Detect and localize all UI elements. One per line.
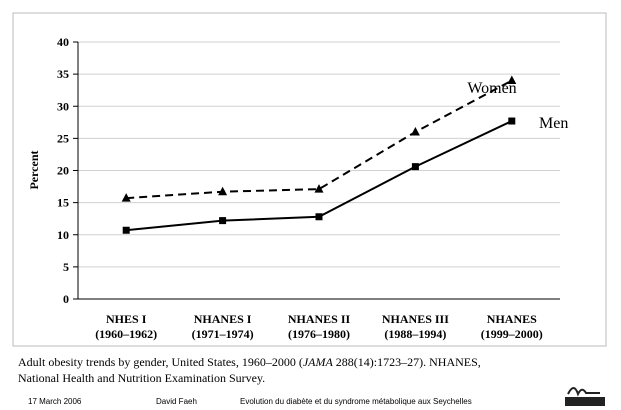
- x-tick-label: NHES I: [106, 312, 147, 326]
- marker: [410, 126, 420, 136]
- y-tick-label: 5: [63, 260, 69, 274]
- y-axis-title: Percent: [27, 150, 41, 189]
- y-tick-label: 10: [57, 228, 69, 242]
- footer-title: Evolution du diabète et du syndrome méta…: [240, 397, 472, 406]
- x-tick-label: (1976–1980): [288, 327, 350, 341]
- x-tick-label: NHANES III: [382, 312, 449, 326]
- marker: [315, 213, 323, 221]
- caption: National Health and Nutrition Examinatio…: [18, 371, 265, 385]
- marker: [122, 226, 130, 234]
- x-tick-label: NHANES: [487, 312, 537, 326]
- marker: [219, 217, 227, 225]
- y-tick-label: 40: [57, 35, 69, 49]
- x-tick-label: (1988–1994): [384, 327, 446, 341]
- logo: [565, 387, 605, 406]
- caption: Adult obesity trends by gender, United S…: [18, 355, 481, 369]
- y-tick-label: 35: [57, 67, 69, 81]
- y-tick-label: 25: [57, 131, 69, 145]
- x-tick-label: NHANES I: [194, 312, 252, 326]
- caption-part: Adult obesity trends by gender, United S…: [18, 355, 303, 369]
- x-tick-label: (1960–1962): [95, 327, 157, 341]
- y-tick-label: 0: [63, 292, 69, 306]
- caption-part: JAMA: [303, 355, 334, 369]
- series-label: Men: [539, 115, 568, 132]
- marker: [507, 75, 517, 85]
- caption-part: 288(14):1723–27). NHANES,: [333, 355, 481, 369]
- series-line: [126, 79, 513, 200]
- series-label: Women: [467, 80, 516, 97]
- footer-author: David Faeh: [156, 397, 197, 406]
- y-tick-label: 20: [57, 164, 69, 178]
- y-tick-label: 30: [57, 99, 69, 113]
- marker: [218, 186, 228, 196]
- x-tick-label: (1971–1974): [192, 327, 254, 341]
- x-tick-label: NHANES II: [288, 312, 351, 326]
- marker: [411, 163, 419, 171]
- marker: [314, 184, 324, 193]
- chart-frame: [12, 12, 607, 347]
- footer-date: 17 March 2006: [28, 397, 82, 406]
- x-tick-label: (1999–2000): [481, 327, 543, 341]
- y-tick-label: 15: [57, 196, 69, 210]
- marker: [508, 117, 516, 125]
- marker: [121, 193, 131, 202]
